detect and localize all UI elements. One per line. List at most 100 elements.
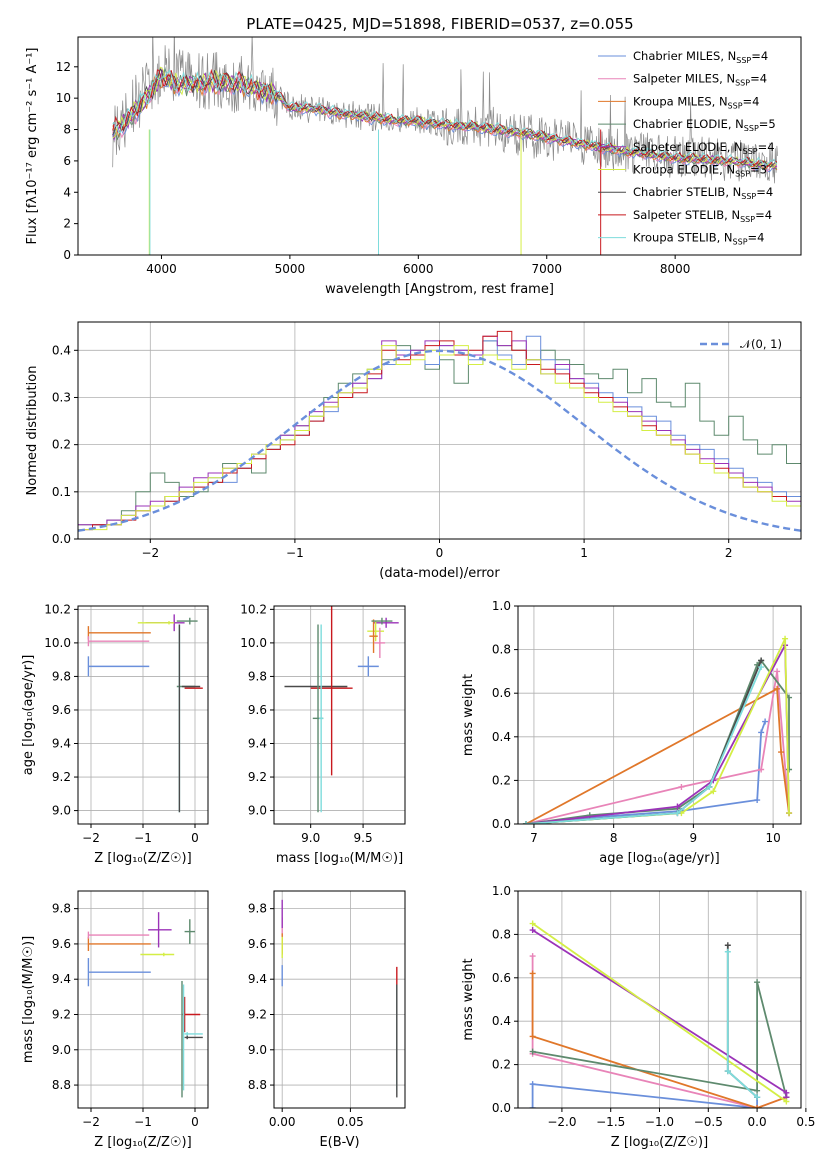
legend-label-sub: SSP <box>741 192 756 201</box>
mass-vs-Z-plot-area <box>87 912 203 1098</box>
residuals-ytick-label: 0.0 <box>52 532 71 546</box>
legend-label: Chabrier STELIB, NSSP=4 <box>633 185 773 201</box>
weight-vs-Z-point <box>529 1048 536 1055</box>
mass-vs-ebv-ytick-label: 8.8 <box>248 1078 267 1092</box>
weight-vs-age-point <box>786 766 793 773</box>
gaussian-legend-label: 𝒩(0, 1) <box>740 337 782 351</box>
mass-vs-ebv-xtick-label: 0.00 <box>269 1115 296 1129</box>
age-vs-Z-ytick-label: 9.4 <box>52 737 71 751</box>
weight-vs-age-point <box>774 668 781 675</box>
weight-vs-age-point <box>678 783 685 790</box>
mass-vs-ebv-ytick-label: 9.4 <box>248 972 267 986</box>
weight-vs-Z-panel: −2.0 −1.5 −1.0 −0.5 0.0 0.5 0.0 0.2 0.4 0.6 0.8 1.0… <box>461 884 815 1150</box>
age-vs-Z-ytick-label: 9.2 <box>52 770 71 784</box>
weight-vs-age-point <box>762 718 769 725</box>
legend-label-main: Salpeter ELODIE, N <box>633 140 743 154</box>
legend-label-suffix: =4 <box>755 208 772 222</box>
residuals-plot-area <box>78 330 801 532</box>
weight-vs-Z-frame <box>517 890 802 1109</box>
mass-vs-Z-frame <box>77 890 209 1109</box>
spectrum-xtick-label: 5000 <box>275 262 306 276</box>
age-vs-mass-xlabel: mass [log₁₀(M/M☉)] <box>276 851 403 866</box>
age-vs-Z-ylabel: age [log₁₀(age/yr)] <box>21 655 36 776</box>
age-vs-Z-xtick-label: 0 <box>191 831 199 845</box>
legend-label-sub: SSP <box>740 215 755 224</box>
legend-label: Kroupa ELODIE, NSSP=3 <box>633 163 767 179</box>
weight-vs-Z-ytick-label: 0.6 <box>492 971 511 985</box>
legend-label-sub: SSP <box>735 79 750 88</box>
weight-vs-age-xtick-label: 7 <box>530 831 538 845</box>
observed-spectrum <box>112 37 778 184</box>
legend-label-main: Kroupa MILES, N <box>633 94 728 108</box>
legend-label: Kroupa STELIB, NSSP=4 <box>633 231 764 247</box>
legend-label-main: Kroupa STELIB, N <box>633 231 733 245</box>
age-vs-mass-panel: 9.0 9.5 9.0 9.2 9.4 9.6 9.8 10.0 10.2 mass [log₁₀… <box>240 602 406 866</box>
weight-vs-age-point <box>774 685 781 692</box>
mass-vs-ebv-frame <box>273 890 406 1109</box>
legend-label: Salpeter ELODIE, NSSP=4 <box>633 140 775 156</box>
age-vs-Z-panel: −2 −1 0 9.0 9.2 9.4 9.6 9.8 10.0 10.2 Z [log₁₀(Z/Z… <box>21 602 209 866</box>
legend-label-sub: SSP <box>735 170 750 179</box>
weight-vs-age-plot-area <box>522 635 793 824</box>
spectrum-xtick-label: 4000 <box>146 262 177 276</box>
weight-vs-age-series <box>525 638 790 824</box>
age-vs-Z-frame <box>77 605 209 825</box>
age-vs-mass-frame <box>273 605 406 825</box>
spectrum-plot-area <box>112 37 778 255</box>
age-vs-mass-ytick-label: 9.4 <box>248 737 267 751</box>
legend-label: Chabrier MILES, NSSP=4 <box>633 49 768 65</box>
legend-label-sub: SSP <box>736 56 751 65</box>
mass-vs-Z-xtick-label: −1 <box>134 1115 152 1129</box>
weight-vs-Z-xtick-label: 0.5 <box>796 1115 815 1129</box>
residuals-ytick-label: 0.4 <box>52 343 71 357</box>
weight-vs-age-point <box>674 803 681 810</box>
weight-vs-Z-point <box>529 970 536 977</box>
weight-vs-Z-point <box>724 1068 731 1075</box>
residuals-xtick-label: −2 <box>141 546 159 560</box>
mass-vs-Z-ylabel: mass [log₁₀(M/M☉)] <box>21 936 36 1063</box>
age-vs-mass-plot-area <box>284 606 399 813</box>
weight-vs-age-series <box>525 666 762 824</box>
weight-vs-Z-ytick-label: 0.2 <box>492 1058 511 1072</box>
weight-vs-age-point <box>778 749 785 756</box>
residuals-legend: 𝒩(0, 1) <box>700 337 782 351</box>
spectrum-ytick-label: 12 <box>56 60 71 74</box>
age-vs-Z-plot-area <box>87 614 203 813</box>
mass-vs-Z-xtick-label: −2 <box>82 1115 100 1129</box>
age-vs-mass-ytick-label: 9.6 <box>248 703 267 717</box>
model-spectrum-1 <box>112 73 778 172</box>
panels: 4000 5000 6000 7000 8000024681012wavelength … <box>21 36 815 1150</box>
mass-vs-Z-ytick-label: 9.0 <box>52 1043 71 1057</box>
legend-label-suffix: =4 <box>758 140 775 154</box>
weight-vs-Z-point <box>754 1105 761 1108</box>
legend-label-sub: SSP <box>733 238 748 247</box>
mass-vs-Z-ytick-label: 9.4 <box>52 972 71 986</box>
age-vs-Z-xtick-label: −2 <box>82 831 100 845</box>
spectrum-ytick-label: 6 <box>63 154 71 168</box>
weight-vs-age-point <box>758 664 765 671</box>
weight-vs-age-ylabel: mass weight <box>461 674 476 756</box>
residuals-xtick-label: 0 <box>436 546 444 560</box>
age-vs-Z-ytick-label: 10.0 <box>44 636 71 650</box>
histogram-4 <box>78 345 801 531</box>
spectrum-ytick-label: 0 <box>63 248 71 262</box>
spectrum-ytick-label: 4 <box>63 185 71 199</box>
legend-label: Salpeter STELIB, NSSP=4 <box>633 208 772 224</box>
weight-vs-Z-ylabel: mass weight <box>461 958 476 1040</box>
weight-vs-age-point <box>786 810 793 817</box>
mass-vs-ebv-xlabel: E(B-V) <box>319 1135 359 1150</box>
spectrum-panel: 4000 5000 6000 7000 8000 0 2 4 6 8 10 12 wavelength … <box>25 36 802 297</box>
spectrum-ylabel: Flux [fλ10⁻¹⁷ erg cm⁻² s⁻¹ A⁻¹] <box>25 48 40 245</box>
weight-vs-Z-point <box>529 1105 536 1108</box>
legend-label-main: Chabrier MILES, N <box>633 49 736 63</box>
weight-vs-age-point <box>674 810 681 817</box>
spectrum-ytick-label: 8 <box>63 123 71 137</box>
weight-vs-age-point <box>782 635 789 642</box>
weight-vs-age-xlabel: age [log₁₀(age/yr)] <box>599 851 720 866</box>
weight-vs-age-ytick-label: 0.6 <box>492 686 511 700</box>
weight-vs-age-series <box>525 659 790 824</box>
legend-label-main: Salpeter MILES, N <box>633 72 735 86</box>
residuals-frame <box>77 321 802 540</box>
weight-vs-Z-point <box>724 948 731 955</box>
